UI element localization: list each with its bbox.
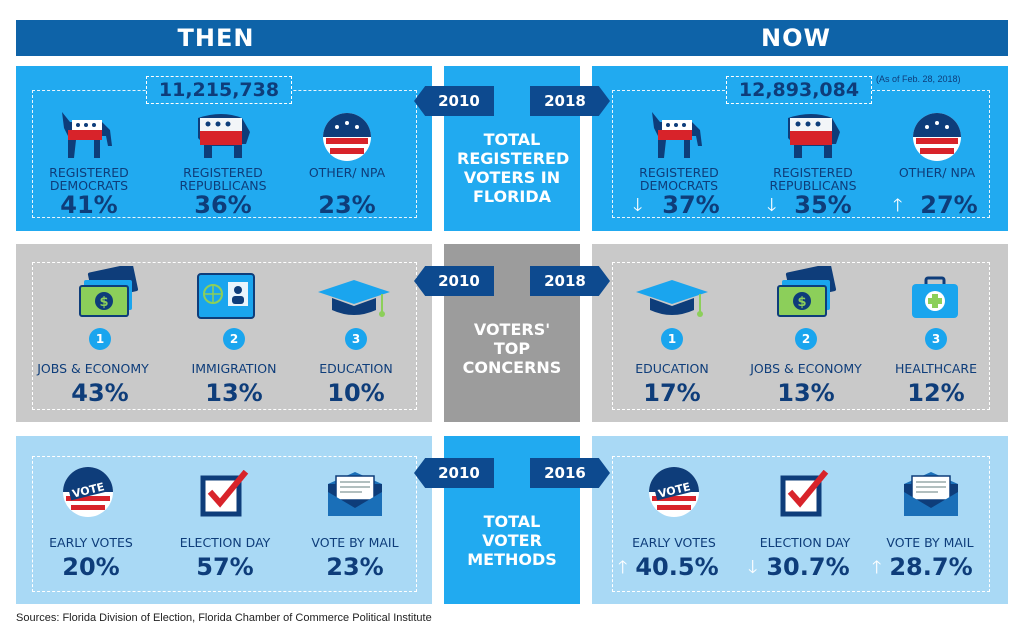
up-arrow-icon: 🡑 — [618, 557, 628, 578]
concerns-year-then: 2010 — [414, 266, 494, 296]
first-aid-kit-icon — [912, 276, 958, 318]
svg-text:$: $ — [99, 295, 108, 310]
concerns-year-now: 2018 — [530, 266, 610, 296]
now-rank-1: 1 — [661, 328, 683, 350]
passport-icon — [197, 273, 255, 319]
concerns-title: VOTERS' TOP CONCERNS — [462, 319, 562, 377]
now-other-label: OTHER/ NPA — [898, 165, 976, 180]
down-arrow-icon: 🡓 — [748, 557, 758, 578]
then-concern-2-value: 13% — [205, 379, 263, 407]
now-heading: NOW — [761, 24, 831, 52]
now-method-3-value: 28.7% — [889, 553, 973, 581]
up-arrow-icon: 🡑 — [893, 195, 903, 216]
then-method-2-value: 57% — [196, 553, 254, 581]
then-method-3-value: 23% — [326, 553, 384, 581]
svg-text:$: $ — [797, 295, 806, 310]
graduation-cap-icon — [636, 280, 708, 317]
methods-then-panel — [16, 436, 432, 604]
envelope-icon — [328, 472, 382, 516]
then-concern-1-label: JOBS & ECONOMY — [37, 361, 149, 376]
methods-now-frame — [612, 456, 990, 592]
vote-badge-icon: VOTE — [649, 467, 699, 517]
graduation-cap-icon — [318, 280, 390, 317]
now-concern-2-value: 13% — [777, 379, 835, 407]
up-arrow-icon: 🡑 — [872, 557, 882, 578]
voters-year-then: 2010 — [414, 86, 494, 116]
vote-badge-icon — [913, 113, 961, 161]
methods-now-panel — [592, 436, 1008, 604]
now-concern-3-label: HEALTHCARE — [895, 361, 977, 376]
money-icon: $ — [79, 266, 139, 317]
now-concern-1-label: EDUCATION — [635, 361, 709, 376]
total-then: 11,215,738 — [146, 76, 292, 104]
then-dem-value: 41% — [60, 191, 118, 219]
now-method-2-label: ELECTION DAY — [759, 535, 851, 550]
then-other-label: OTHER/ NPA — [308, 165, 386, 180]
then-method-2-label: ELECTION DAY — [179, 535, 271, 550]
democrat-donkey-icon — [652, 112, 702, 158]
then-rank-2: 2 — [223, 328, 245, 350]
voters-title: TOTAL REGISTERED VOTERS IN FLORIDA — [457, 129, 570, 206]
now-rank-3: 3 — [925, 328, 947, 350]
methods-year-now: 2016 — [530, 458, 610, 488]
money-icon: $ — [777, 266, 837, 317]
republican-elephant-icon — [198, 114, 250, 158]
democrat-donkey-icon — [62, 112, 112, 158]
checkbox-icon — [200, 470, 249, 517]
methods-title: TOTAL VOTER METHODS — [467, 511, 557, 569]
now-concern-2-label: JOBS & ECONOMY — [750, 361, 862, 376]
methods-then-frame — [32, 456, 417, 592]
now-dem-label: REGISTERED DEMOCRATS — [639, 165, 719, 193]
now-rank-2: 2 — [795, 328, 817, 350]
concerns-then-frame — [32, 262, 417, 410]
then-dem-label: REGISTERED DEMOCRATS — [49, 165, 129, 193]
then-method-3-label: VOTE BY MAIL — [311, 535, 399, 550]
then-heading: THEN — [177, 24, 255, 52]
vote-badge-icon: VOTE — [63, 467, 113, 517]
now-rep-value: 35% — [794, 191, 852, 219]
down-arrow-icon: 🡓 — [633, 195, 643, 216]
then-method-1-value: 20% — [62, 553, 120, 581]
then-concern-3-label: EDUCATION — [319, 361, 393, 376]
now-method-2-value: 30.7% — [766, 553, 850, 581]
source-note: Sources: Florida Division of Election, F… — [16, 612, 432, 624]
then-method-1-label: EARLY VOTES — [49, 535, 133, 550]
now-concern-3-value: 12% — [907, 379, 965, 407]
then-rep-value: 36% — [194, 191, 252, 219]
now-concern-1-value: 17% — [643, 379, 701, 407]
then-concern-1-value: 43% — [71, 379, 129, 407]
methods-year-then: 2010 — [414, 458, 494, 488]
concerns-now-frame — [612, 262, 990, 410]
now-method-1-label: EARLY VOTES — [632, 535, 716, 550]
now-method-1-value: 40.5% — [635, 553, 719, 581]
then-rep-label: REGISTERED REPUBLICANS — [179, 165, 267, 193]
then-rank-3: 3 — [345, 328, 367, 350]
now-dem-value: 37% — [662, 191, 720, 219]
now-other-value: 27% — [920, 191, 978, 219]
down-arrow-icon: 🡓 — [767, 195, 777, 216]
then-concern-3-value: 10% — [327, 379, 385, 407]
checkbox-icon — [780, 470, 829, 517]
as-of-note: (As of Feb. 28, 2018) — [876, 74, 961, 84]
vote-badge-icon — [323, 113, 371, 161]
now-rep-label: REGISTERED REPUBLICANS — [769, 165, 857, 193]
total-now: 12,893,084 — [726, 76, 872, 104]
voters-year-now: 2018 — [530, 86, 610, 116]
then-other-value: 23% — [318, 191, 376, 219]
header-bar — [16, 20, 1008, 56]
envelope-icon — [904, 472, 958, 516]
then-rank-1: 1 — [89, 328, 111, 350]
now-method-3-label: VOTE BY MAIL — [886, 535, 974, 550]
then-concern-2-label: IMMIGRATION — [191, 361, 277, 376]
republican-elephant-icon — [788, 114, 840, 158]
